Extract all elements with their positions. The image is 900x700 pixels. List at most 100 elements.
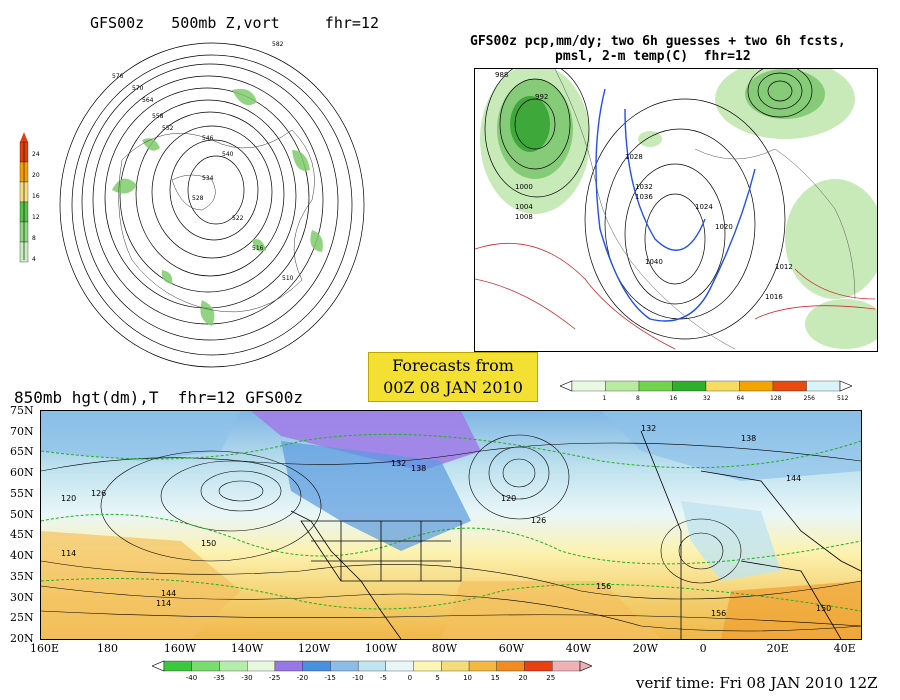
temp-legend-swatch [191, 660, 220, 672]
temp-legend-label: -40 [186, 674, 197, 682]
pressure-label: 1032 [635, 183, 653, 191]
temp-legend-swatch [302, 660, 331, 672]
temp-legend-label: -35 [213, 674, 224, 682]
temp-legend-swatch [413, 660, 442, 672]
height-label: 132 [641, 424, 656, 433]
precip-legend-label: 256 [804, 395, 816, 402]
panel-pcp-title-line2: pmsl, 2-m temp(C) fhr=12 [555, 49, 751, 64]
y-tick-label: 70N [10, 424, 34, 438]
x-tick-label: 160W [163, 642, 197, 655]
temp-legend-label: -25 [269, 674, 280, 682]
contour-label: 558 [152, 113, 164, 120]
temp-legend-label: -30 [241, 674, 252, 682]
y-tick-label: 25N [10, 611, 34, 625]
y-tick-label: 75N [10, 404, 34, 417]
temp-dashed-contours [41, 433, 861, 612]
y-tick-label: 65N [10, 445, 34, 459]
temp-legend-swatch [524, 660, 553, 672]
map-850mb: 114 120 126 132 138 144 150 156 114 120 126 132 138 1… [40, 410, 862, 640]
isobars [484, 69, 813, 340]
x-tick-label: 140W [230, 642, 264, 655]
height-label: 156 [711, 609, 726, 618]
contour-label: 510 [282, 275, 294, 282]
temp-legend-swatch [496, 660, 525, 672]
vorticity-shading [112, 88, 323, 326]
verif-time: verif time: Fri 08 JAN 2010 12Z [636, 674, 878, 692]
precip-legend: 1 8 16 32 64 128 256 512 [559, 380, 853, 406]
pressure-label: 992 [535, 93, 548, 101]
y-tick-label: 50N [10, 507, 34, 521]
x-tick-label: 100W [364, 642, 398, 655]
precip-legend-swatch [705, 380, 740, 392]
contour-label: 516 [252, 245, 264, 252]
temp-legend-swatch [219, 660, 248, 672]
forecast-info-box: Forecasts from 00Z 08 JAN 2010 [368, 352, 538, 402]
temp-legend-swatch [357, 660, 387, 672]
vort-legend-label: 16 [32, 193, 40, 200]
height-label: 120 [501, 494, 516, 503]
precip-legend-swatch [605, 380, 640, 392]
coastlines-right [554, 69, 856, 350]
land-borders [290, 430, 861, 639]
precip-legend-label: 128 [770, 395, 782, 402]
x-tick-label: 40W [565, 642, 592, 655]
contour-label: 582 [272, 41, 284, 48]
temperature-contours [595, 88, 756, 322]
precip-legend-swatch [739, 380, 774, 392]
x-tick-label: 20E [766, 642, 789, 655]
y-tick-label: 60N [10, 466, 34, 480]
height-label: 120 [61, 494, 76, 503]
height-label: 144 [786, 474, 801, 483]
x-tick-label: 20W [632, 642, 658, 655]
x-tick-label: 80W [431, 642, 458, 655]
pressure-label: 1040 [645, 258, 663, 266]
precip-legend-swatch [772, 380, 807, 392]
vort-legend-label: 12 [32, 214, 40, 221]
temp-legend-swatch [441, 660, 470, 672]
temp-legend-label: -20 [297, 674, 308, 682]
temp-legend-label: 10 [463, 674, 472, 682]
precip-legend-label: 8 [636, 395, 640, 402]
contour-label: 564 [142, 97, 154, 104]
temp-legend-swatch [163, 660, 192, 672]
contour-label: 546 [202, 135, 214, 142]
panel-pcp-title-line1: GFS00z pcp,mm/dy; two 6h guesses + two 6… [470, 34, 846, 49]
precip-legend-swatch [571, 380, 606, 392]
vort-legend-label: 4 [32, 256, 36, 263]
precip-legend-label: 1 [603, 395, 607, 402]
vorticity-legend: 24 20 16 12 8 4 [14, 132, 54, 276]
pressure-label: 1036 [635, 193, 653, 201]
precip-legend-swatch [806, 380, 841, 392]
temp-legend-swatch [274, 660, 303, 672]
x-tick-label: 0 [699, 642, 707, 655]
temp-legend-label: -5 [380, 674, 387, 682]
precip-legend-label: 512 [837, 395, 849, 402]
cold-regions [41, 411, 861, 639]
x-tick-label: 160E [30, 642, 60, 655]
temp-legend-label: 20 [519, 674, 528, 682]
pressure-label: 988 [495, 71, 508, 79]
x-tick-label: 40E [833, 642, 856, 655]
temp-legend-swatch [385, 660, 414, 672]
temp-legend-label: 15 [491, 674, 500, 682]
contour-label: 522 [232, 215, 244, 222]
y-tick-label: 55N [10, 486, 34, 500]
pressure-label: 1012 [775, 263, 793, 271]
contour-label: 540 [222, 151, 234, 158]
precip-legend-swatch [638, 380, 673, 392]
pressure-label: 1028 [625, 153, 643, 161]
height-label: 156 [596, 582, 611, 591]
pressure-label: 1000 [515, 183, 533, 191]
precip-legend-swatch [672, 380, 707, 392]
height-label: 150 [816, 604, 831, 613]
temp-legend-label: 25 [546, 674, 555, 682]
height-label: 126 [531, 516, 546, 525]
height-label: 126 [91, 489, 106, 498]
height-label: 150 [201, 539, 216, 548]
x-axis-labels: 160E 180 160W 140W 120W 100W 80W 60W 40W 20W 0 20E 4… [30, 642, 880, 656]
temp-legend-swatch [247, 660, 276, 672]
vort-legend-label: 8 [32, 235, 36, 242]
forecast-line1: Forecasts from [392, 356, 514, 375]
height-contours [41, 434, 861, 632]
temp-legend-label: 5 [435, 674, 439, 682]
